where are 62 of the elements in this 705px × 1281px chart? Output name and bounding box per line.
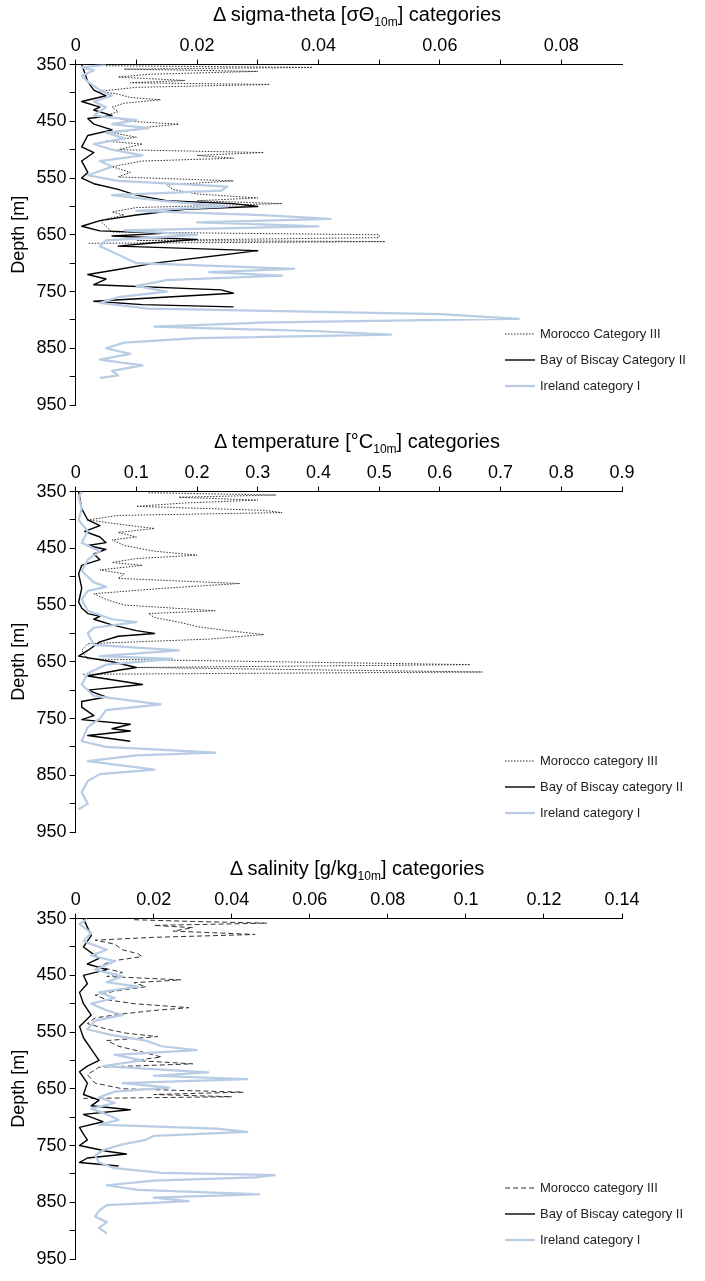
x-tick-label: 0.8 [548, 461, 574, 482]
line-series [82, 919, 268, 1099]
y-tick-label: 450 [36, 110, 67, 131]
y-tick-label: 750 [36, 1134, 67, 1155]
line-series [81, 492, 483, 675]
y-tick-label: 950 [36, 393, 67, 414]
x-tick-label: 0.02 [179, 34, 215, 55]
legend-label: Morocco Category III [540, 325, 661, 341]
y-tick-label: 850 [36, 337, 67, 358]
y-tick-label: 550 [36, 1021, 67, 1042]
x-tick-label: 0.06 [292, 888, 328, 909]
x-tick-label: 0.04 [300, 34, 336, 55]
y-tick-label: 450 [36, 964, 67, 985]
x-tick-label: 0.02 [136, 888, 172, 909]
legend-label: Morocco category III [540, 1179, 658, 1195]
legend-label: Bay of Biscay Category II [540, 351, 686, 367]
x-tick-label: 0.9 [609, 461, 635, 482]
x-tick-label: 0.14 [604, 888, 640, 909]
y-tick-label: 850 [36, 764, 67, 785]
y-tick-label: 950 [36, 820, 67, 841]
y-tick-label: 650 [36, 1077, 67, 1098]
y-tick-label: 650 [36, 650, 67, 671]
x-tick-label: 0.08 [370, 888, 406, 909]
legend-label: Ireland category I [540, 1231, 641, 1247]
x-tick-label: 0.7 [488, 461, 514, 482]
legend-label: Bay of Biscay category II [540, 778, 684, 794]
y-tick-label: 350 [36, 53, 67, 74]
line-series [87, 65, 386, 244]
x-tick-label: 0.2 [184, 461, 210, 482]
y-tick-label: 850 [36, 1191, 67, 1212]
x-tick-label: 0 [70, 34, 81, 55]
x-tick-label: 0.04 [214, 888, 250, 909]
y-tick-label: 650 [36, 223, 67, 244]
y-axis-title: Depth [m] [7, 195, 28, 274]
y-tick-label: 350 [36, 480, 67, 501]
x-tick-label: 0.6 [427, 461, 453, 482]
x-tick-label: 0.1 [453, 888, 479, 909]
y-tick-label: 550 [36, 594, 67, 615]
x-tick-label: 0.12 [526, 888, 562, 909]
x-tick-label: 0.06 [422, 34, 458, 55]
chart-title: Δ temperature [°C$_{10m}$] categories [213, 429, 501, 456]
legend-label: Ireland category I [540, 377, 641, 393]
y-axis-title: Depth [m] [7, 1049, 28, 1128]
y-tick-label: 750 [36, 707, 67, 728]
y-tick-label: 750 [36, 280, 67, 301]
chart-title: Δ salinity [g/kg$_{10m}$] categories [228, 856, 486, 883]
chart-title: Δ sigma-theta [σΘ$_{10m}$] categories [211, 2, 503, 29]
y-tick-label: 450 [36, 537, 67, 558]
x-tick-label: 0.5 [366, 461, 392, 482]
x-tick-label: 0.08 [543, 34, 579, 55]
legend-label: Bay of Biscay category II [540, 1205, 684, 1221]
x-tick-label: 0 [70, 461, 81, 482]
y-tick-label: 950 [36, 1247, 67, 1268]
y-tick-label: 550 [36, 167, 67, 188]
legend-label: Ireland category I [540, 804, 641, 820]
legend-label: Morocco category III [540, 752, 658, 768]
y-tick-label: 350 [36, 907, 67, 928]
y-axis-title: Depth [m] [7, 622, 28, 701]
x-tick-label: 0.4 [305, 461, 331, 482]
x-tick-label: 0 [70, 888, 81, 909]
x-tick-label: 0.3 [245, 461, 271, 482]
x-tick-label: 0.1 [123, 461, 149, 482]
